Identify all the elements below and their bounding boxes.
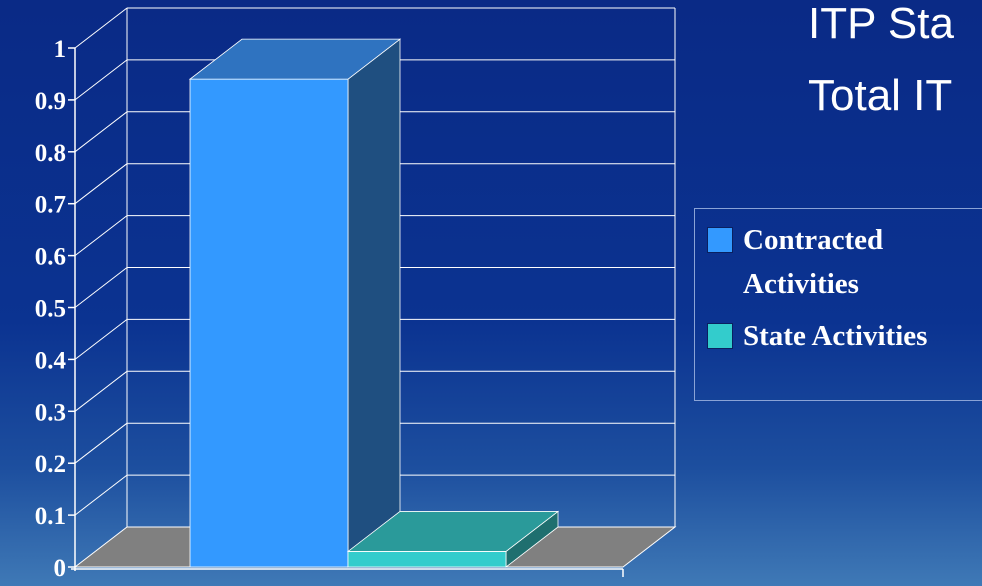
slide-title-line-2: Total IT <box>808 74 952 118</box>
y-tick-label: 0.1 <box>35 503 66 530</box>
y-tick-label: 0.4 <box>35 347 67 374</box>
side-gridline <box>75 371 127 411</box>
y-tick-label: 0 <box>54 555 67 582</box>
side-gridline <box>75 112 127 152</box>
side-gridline <box>75 8 127 48</box>
legend-item-contracted: Contracted Activities <box>707 224 883 300</box>
side-gridline <box>75 216 127 256</box>
y-tick-label: 0.3 <box>35 399 66 426</box>
legend-swatch-state <box>707 323 733 349</box>
side-gridline <box>75 475 127 515</box>
y-tick-label: 0.7 <box>35 192 66 219</box>
bar-side <box>348 39 400 567</box>
legend-label-contracted-line-2: Activities <box>743 268 883 300</box>
y-tick-label: 1 <box>54 36 67 63</box>
chart-legend: Contracted Activities State Activities <box>694 208 982 401</box>
legend-item-state: State Activities <box>707 320 927 352</box>
side-gridline <box>75 268 127 308</box>
side-gridline <box>75 319 127 359</box>
legend-label-state: State Activities <box>743 320 927 352</box>
y-tick-label: 0.2 <box>35 451 66 478</box>
side-gridline <box>75 423 127 463</box>
side-gridline <box>75 164 127 204</box>
y-tick-label: 0.8 <box>35 140 66 167</box>
legend-label-contracted-line-1: Contracted <box>743 224 883 256</box>
bar-front <box>190 79 348 567</box>
legend-swatch-contracted <box>707 227 733 253</box>
bar-front <box>348 551 506 567</box>
y-tick-label: 0.6 <box>35 244 66 271</box>
bars <box>190 39 558 567</box>
side-gridline <box>75 60 127 100</box>
y-tick-label: 0.9 <box>35 88 66 115</box>
slide-title-line-1: ITP Sta <box>808 2 954 46</box>
y-axis-ticks: 0 0.1 0.2 0.3 0.4 0.5 0.6 0.7 0.8 0.9 1 <box>35 36 75 582</box>
y-tick-label: 0.5 <box>35 296 66 323</box>
